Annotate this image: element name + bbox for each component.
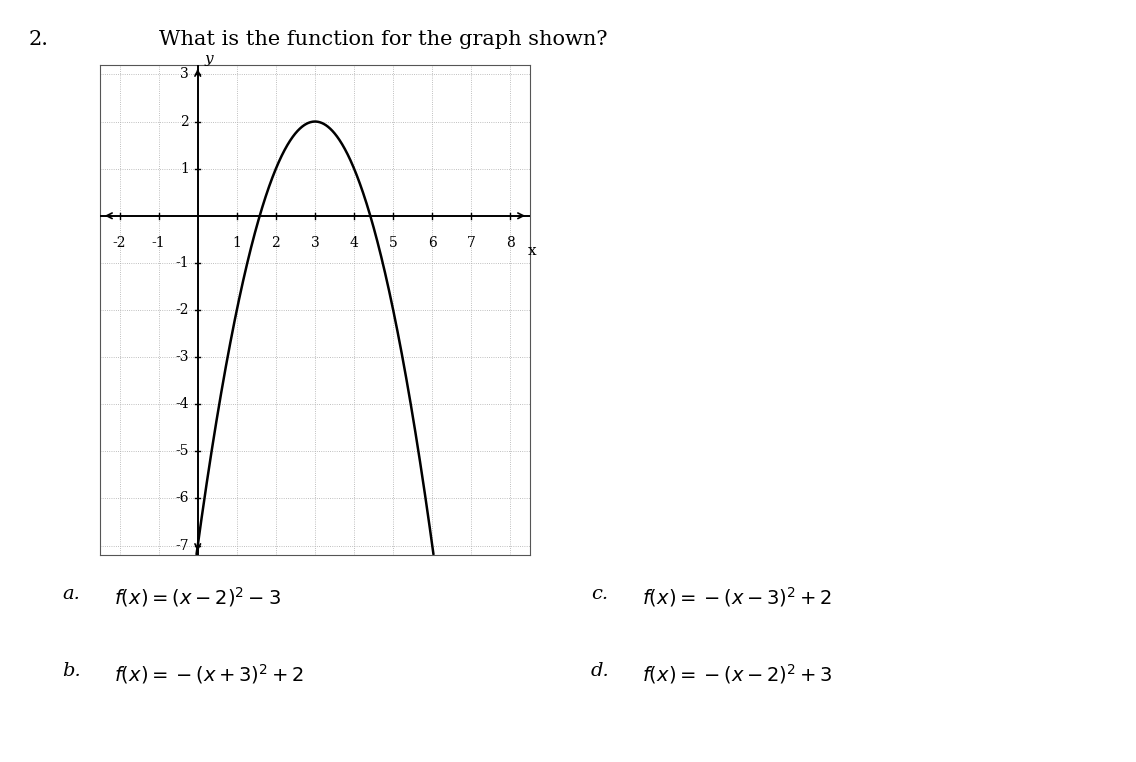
Text: What is the function for the graph shown?: What is the function for the graph shown… [159, 30, 608, 49]
Text: a.: a. [62, 585, 81, 604]
Text: 6: 6 [428, 235, 436, 250]
Text: 7: 7 [467, 235, 476, 250]
Text: d.: d. [591, 661, 610, 680]
Text: 1: 1 [181, 162, 189, 176]
Text: -2: -2 [176, 303, 189, 317]
Text: 3: 3 [181, 67, 189, 82]
Text: 1: 1 [233, 235, 241, 250]
Text: -3: -3 [176, 350, 189, 364]
Text: b.: b. [62, 661, 82, 680]
Text: -1: -1 [175, 256, 189, 270]
Text: 5: 5 [389, 235, 398, 250]
Text: 4: 4 [350, 235, 359, 250]
Text: $\mathit{f}(\mathit{x}) = -(\mathit{x} + 3)^2 + 2$: $\mathit{f}(\mathit{x}) = -(\mathit{x} +… [114, 661, 304, 686]
Text: $\mathit{f}(\mathit{x}) = -(\mathit{x} - 3)^2 + 2$: $\mathit{f}(\mathit{x}) = -(\mathit{x} -… [642, 585, 833, 610]
Text: $\mathit{f}(\mathit{x}) = -(\mathit{x} - 2)^2 + 3$: $\mathit{f}(\mathit{x}) = -(\mathit{x} -… [642, 661, 833, 686]
Text: 3: 3 [310, 235, 319, 250]
Text: x: x [528, 244, 536, 258]
Text: -1: -1 [152, 235, 166, 250]
Text: $\mathit{f}(\mathit{x}) = (\mathit{x} - 2)^2 - 3$: $\mathit{f}(\mathit{x}) = (\mathit{x} - … [114, 585, 281, 610]
Text: -7: -7 [175, 539, 189, 552]
Text: -2: -2 [112, 235, 126, 250]
Text: -5: -5 [176, 444, 189, 459]
Text: y: y [204, 52, 214, 66]
Text: -6: -6 [176, 491, 189, 505]
Text: 2.: 2. [28, 30, 49, 49]
Text: 2: 2 [272, 235, 281, 250]
Text: 2: 2 [181, 114, 189, 129]
Text: -4: -4 [175, 397, 189, 411]
Text: 8: 8 [506, 235, 515, 250]
Text: c.: c. [591, 585, 608, 604]
